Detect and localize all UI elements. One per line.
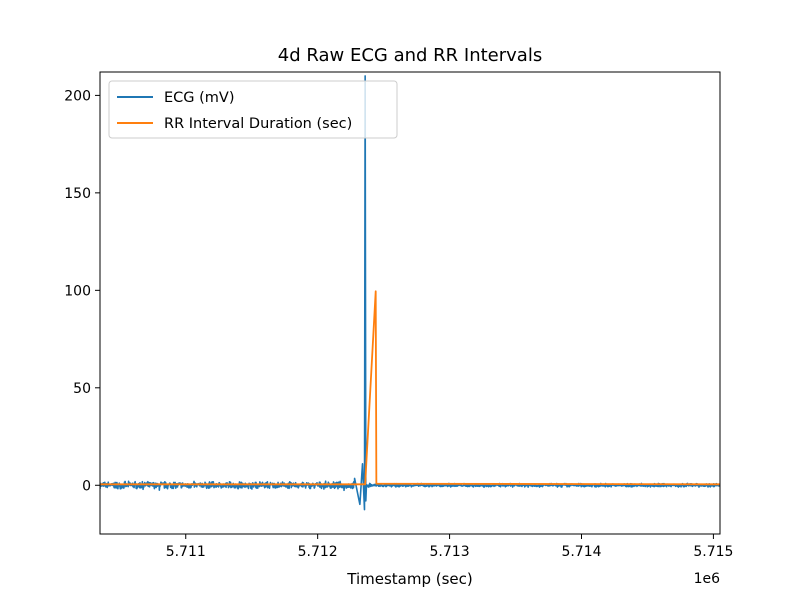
x-tick-label: 5.714 [561,544,601,560]
y-tick-label: 200 [64,88,91,104]
chart-title: 4d Raw ECG and RR Intervals [278,45,542,66]
plot-frame [99,71,721,535]
x-tick-label: 5.713 [430,544,470,560]
y-tick-label: 150 [64,186,91,202]
series-layer [100,75,720,511]
y-axis: 0 50 100 150 200 [64,88,100,494]
series-line-2 [100,290,720,486]
legend: ECG (mV) RR Interval Duration (sec) [108,80,398,139]
y-tick-label: 100 [64,283,91,299]
series-line-1 [100,75,720,511]
y-tick-label: 0 [82,478,91,494]
x-tick-label: 5.712 [298,544,338,560]
x-axis: 5.711 5.712 5.713 5.714 5.715 [166,534,733,560]
legend-box [108,80,398,139]
y-tick-label: 50 [73,381,91,397]
x-offset-label: 1e6 [694,571,721,587]
x-tick-label: 5.711 [166,544,206,560]
x-tick-label: 5.715 [693,544,733,560]
legend-entry: ECG (mV) [164,90,235,106]
legend-entry: RR Interval Duration (sec) [164,116,352,132]
x-axis-label: Timestamp (sec) [346,570,473,588]
